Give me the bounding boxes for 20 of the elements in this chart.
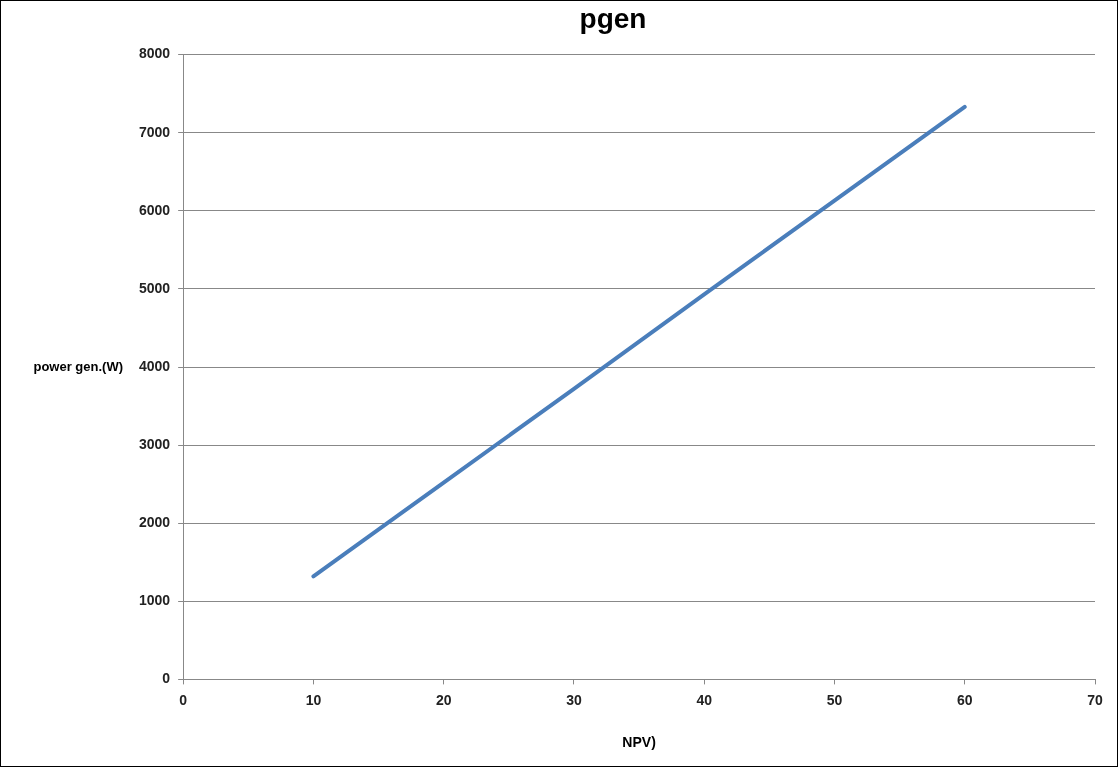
y-tick-label: 0 xyxy=(162,670,171,687)
y-axis-title: power gen.(W) xyxy=(33,358,123,374)
x-tick-label: 20 xyxy=(435,691,452,708)
x-tick-label: 0 xyxy=(179,691,188,708)
y-tick-label: 7000 xyxy=(138,123,171,140)
y-tick-label: 5000 xyxy=(138,279,171,296)
chart-title: pgen xyxy=(579,2,647,34)
x-tick-label: 40 xyxy=(696,691,713,708)
y-tick-label: 6000 xyxy=(138,201,171,218)
x-tick-label: 70 xyxy=(1087,691,1103,708)
x-tick-label: 60 xyxy=(956,691,973,708)
y-tick-label: 4000 xyxy=(138,357,171,374)
x-tick-label: 50 xyxy=(826,691,843,708)
y-tick-label: 2000 xyxy=(138,514,171,531)
y-tick-label: 1000 xyxy=(138,592,171,609)
x-tick-label: 30 xyxy=(566,691,582,708)
y-tick-label: 8000 xyxy=(138,45,171,62)
y-tick-label: 3000 xyxy=(138,435,171,452)
x-tick-label: 10 xyxy=(305,691,322,708)
x-axis-title: NPV) xyxy=(622,734,656,751)
